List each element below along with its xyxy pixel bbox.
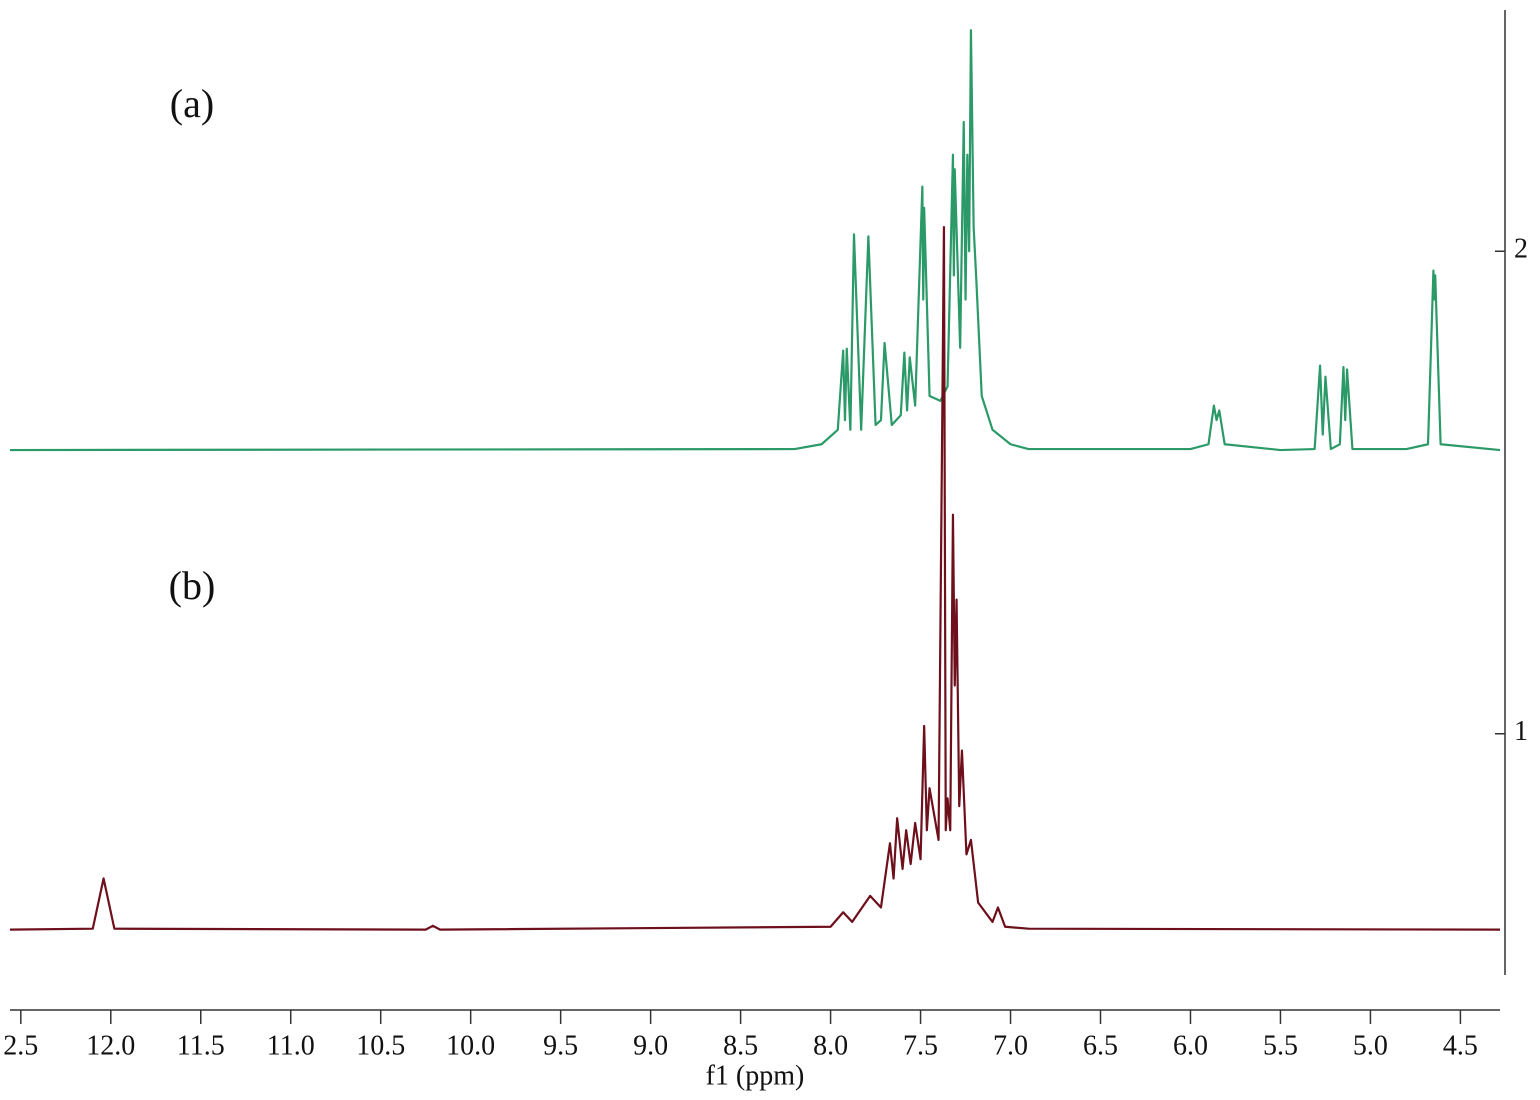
- x-axis-label: f1 (ppm): [706, 1060, 805, 1091]
- x-tick-label: 7.0: [993, 1030, 1028, 1061]
- x-tick-label: 5.5: [1263, 1030, 1298, 1061]
- x-tick-label: 11.0: [267, 1030, 315, 1061]
- x-tick-label: 8.0: [813, 1030, 848, 1061]
- x-tick-label: 5.0: [1353, 1030, 1388, 1061]
- x-tick-label: 8.5: [723, 1030, 758, 1061]
- y-tick-label: 2: [1514, 234, 1528, 265]
- x-tick-label: 7.5: [903, 1030, 938, 1061]
- x-tick-label: 12.0: [86, 1030, 135, 1061]
- x-tick-label: 6.5: [1083, 1030, 1118, 1061]
- x-tick-label: 2.5: [3, 1030, 38, 1061]
- annotation: (a): [170, 81, 214, 126]
- x-tick-label: 4.5: [1443, 1030, 1478, 1061]
- spectrum-line: [9, 226, 1501, 931]
- x-tick-label: 6.0: [1173, 1030, 1208, 1061]
- annotation: (b): [169, 563, 216, 608]
- spectrum-line: [9, 29, 1501, 452]
- x-tick-label: 9.0: [633, 1030, 668, 1061]
- y-tick-label: 1: [1514, 716, 1528, 747]
- x-tick-label: 11.5: [177, 1030, 225, 1061]
- x-tick-label: 9.5: [543, 1030, 578, 1061]
- x-tick-label: 10.5: [356, 1030, 405, 1061]
- x-tick-label: 10.0: [446, 1030, 495, 1061]
